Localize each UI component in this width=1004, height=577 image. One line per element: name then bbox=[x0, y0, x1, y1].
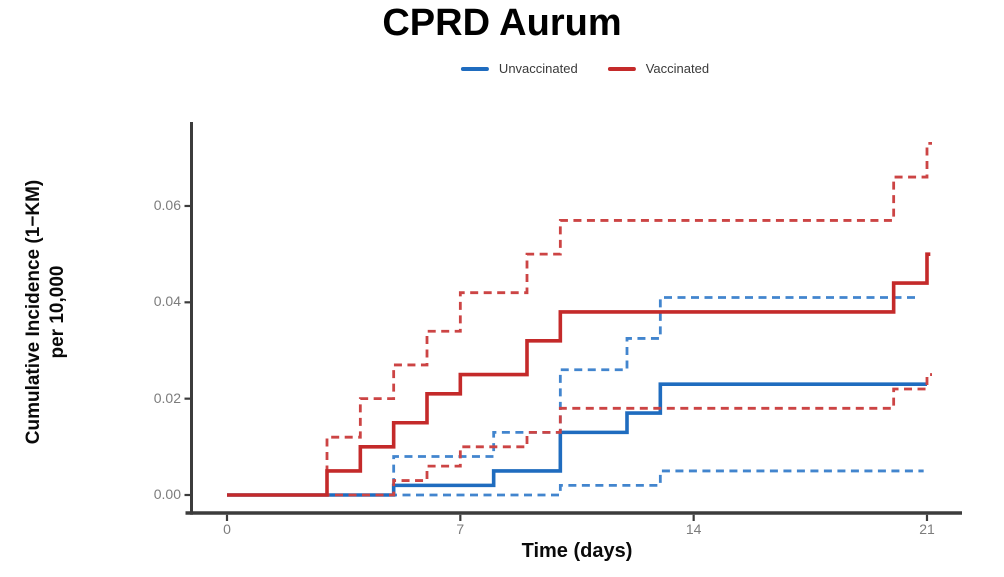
legend: Unvaccinated Vaccinated bbox=[460, 61, 710, 76]
x-tick-label: 14 bbox=[685, 521, 702, 537]
series-vaccinated-lower-95-ci bbox=[227, 373, 932, 497]
series-unvaccinated-estimate bbox=[227, 382, 927, 497]
y-tick-label: 0.02 bbox=[153, 389, 181, 406]
x-axis-title: Time (days) bbox=[521, 540, 633, 562]
series-vaccinated-upper-95-ci bbox=[227, 141, 932, 497]
x-tick-label: 0 bbox=[223, 521, 231, 537]
vaccinated-line-swatch bbox=[607, 66, 636, 71]
series-vaccinated-estimate bbox=[227, 252, 931, 497]
legend-label-unvaccinated: Unvaccinated bbox=[498, 61, 578, 76]
legend-item-unvaccinated: Unvaccinated bbox=[460, 61, 578, 76]
chart-title: CPRD Aurum bbox=[382, 2, 622, 44]
series-unvaccinated-upper-95-ci bbox=[227, 296, 919, 497]
y-tick-label: 0.04 bbox=[153, 293, 181, 310]
x-tick-label: 21 bbox=[919, 521, 935, 537]
unvaccinated-line-swatch bbox=[460, 66, 489, 71]
series-unvaccinated-lower-95-ci bbox=[227, 469, 924, 497]
x-tick-label: 7 bbox=[456, 521, 465, 537]
legend-label-vaccinated: Vaccinated bbox=[645, 61, 710, 76]
legend-item-vaccinated: Vaccinated bbox=[607, 61, 710, 76]
y-tick-label: 0.00 bbox=[153, 486, 181, 502]
y-tick-label: 0.06 bbox=[153, 196, 181, 213]
